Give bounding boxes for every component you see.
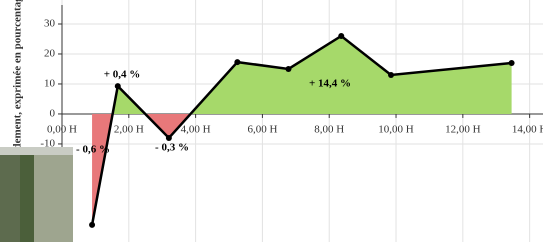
point	[338, 33, 344, 39]
annotation: - 0,6 %	[76, 144, 110, 156]
point	[285, 66, 291, 72]
annotation: - 0,3 %	[155, 142, 189, 154]
x-tick-label: 10,00 H	[378, 123, 414, 135]
point	[509, 60, 515, 66]
point	[388, 72, 394, 78]
point	[89, 222, 95, 228]
x-tick-label: 2,00 H	[114, 123, 144, 135]
thumbnail	[0, 147, 73, 242]
annotation: + 0,4 %	[104, 69, 141, 81]
x-tick-label: 6,00 H	[247, 123, 277, 135]
y-tick-label: 0	[50, 107, 56, 119]
x-tick-label: 4,00 H	[181, 123, 211, 135]
point	[234, 59, 240, 65]
point	[115, 83, 121, 89]
y-tick-label: 20	[44, 48, 56, 60]
y-tick-label: 10	[44, 77, 56, 89]
x-tick-label: 12,00 H	[445, 123, 481, 135]
point	[166, 135, 172, 141]
y-axis-label: Rendement, exprimée en pourcentage	[12, 0, 24, 168]
x-tick-label: 8,00 H	[314, 123, 344, 135]
x-tick-label: 14,00 H	[512, 123, 543, 135]
annotation: + 14,4 %	[309, 78, 351, 90]
chart: -1001020300,00 H2,00 H4,00 H6,00 H8,00 H…	[0, 0, 543, 242]
y-tick-label: 30	[44, 18, 56, 30]
